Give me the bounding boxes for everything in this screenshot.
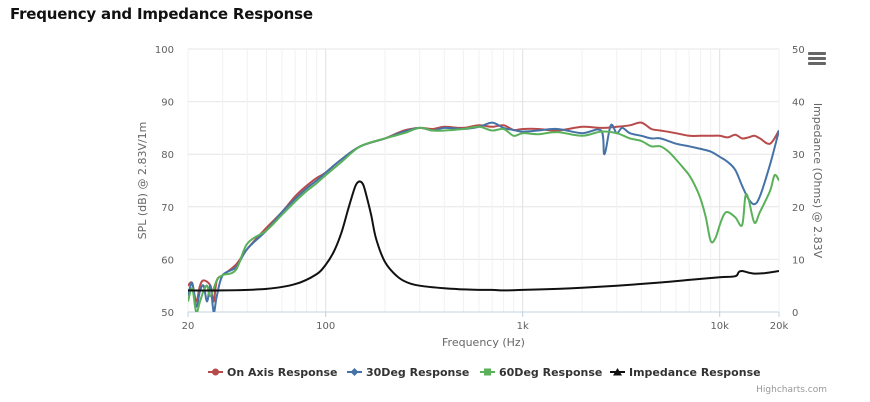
x-axis-title: Frequency (Hz) [442, 336, 525, 349]
y-left-tick-label: 100 [155, 45, 174, 56]
diamond-marker-icon [350, 368, 359, 376]
x-tick-label: 20k [770, 321, 789, 332]
menu-line [808, 52, 826, 55]
page-title: Frequency and Impedance Response [10, 5, 313, 23]
axis-ticks: 50 0 60 10 70 20 80 30 90 40 100 50 20 100 1k 10k 20k [155, 45, 805, 332]
y-left-tick-label: 90 [161, 98, 174, 109]
x-tick-label: 20 [182, 321, 195, 332]
y-left-tick-label: 80 [161, 150, 174, 161]
series-lines [188, 121, 779, 312]
hamburger-menu-icon[interactable] [808, 52, 826, 68]
series-line-on-axis-response [188, 121, 779, 303]
grid-lines [187, 48, 780, 313]
legend-label: On Axis Response [227, 366, 338, 379]
series-line-30deg-response [188, 121, 779, 312]
credits-link[interactable]: Highcharts.com [756, 385, 827, 395]
x-tick-label: 100 [316, 321, 335, 332]
legend-label: 60Deg Response [499, 366, 602, 379]
triangle-marker-icon [613, 368, 622, 376]
y-right-tick-label: 30 [792, 150, 805, 161]
series-line-60deg-response [188, 125, 779, 312]
legend-item[interactable]: 30Deg Response [347, 366, 469, 379]
legend: On Axis Response 30Deg Response 60Deg Resp… [208, 366, 761, 379]
y-right-tick-label: 10 [792, 255, 805, 266]
y-right-tick-label: 20 [792, 203, 805, 214]
menu-line [808, 62, 826, 65]
square-marker-icon [484, 368, 491, 376]
y-right-tick-label: 40 [792, 98, 805, 109]
legend-label: Impedance Response [629, 366, 761, 379]
legend-label: 30Deg Response [366, 366, 469, 379]
y-left-tick-label: 60 [161, 255, 174, 266]
y-left-tick-label: 50 [161, 308, 174, 319]
circle-marker-icon [212, 368, 219, 376]
y-left-tick-label: 70 [161, 203, 174, 214]
menu-line [808, 57, 826, 60]
x-tick-label: 1k [517, 321, 529, 332]
y-right-tick-label: 50 [792, 45, 805, 56]
y-axis-right-title: Impedance (Ohms) @ 2.83V [811, 103, 824, 259]
legend-item[interactable]: Impedance Response [610, 366, 761, 379]
legend-item[interactable]: 60Deg Response [480, 366, 602, 379]
legend-item[interactable]: On Axis Response [208, 366, 338, 379]
x-tick-label: 10k [710, 321, 729, 332]
series-line-impedance-response [188, 180, 779, 292]
y-right-tick-label: 0 [792, 308, 798, 319]
y-axis-left-title: SPL (dB) @ 2.83V/1m [136, 122, 149, 240]
